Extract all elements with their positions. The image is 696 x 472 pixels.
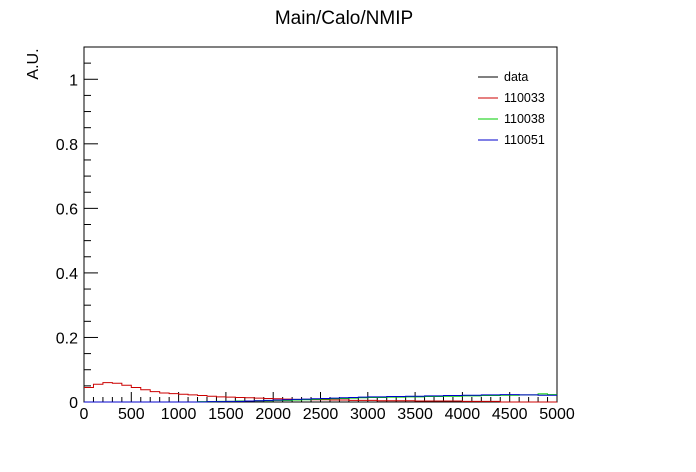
axis-ticks <box>83 46 558 403</box>
y-axis-label: A.U. <box>25 48 42 79</box>
x-tick-label: 500 <box>118 406 145 423</box>
x-tick-label: 1000 <box>161 406 197 423</box>
x-tick-label: 5000 <box>539 406 575 423</box>
plot-frame <box>83 46 558 403</box>
legend: data 110033 110038 110051 <box>478 70 545 147</box>
legend-label: 110051 <box>504 133 545 147</box>
chart-title: Main/Calo/NMIP <box>275 8 413 29</box>
x-tick-label: 4500 <box>492 406 528 423</box>
y-tick-label: 0.2 <box>56 330 78 347</box>
legend-label: 110033 <box>504 91 545 105</box>
x-tick-label: 3500 <box>397 406 433 423</box>
y-tick-label: 0.6 <box>56 201 78 218</box>
legend-label: 110038 <box>504 112 545 126</box>
y-tick-label: 0.8 <box>56 137 78 154</box>
legend-label: data <box>504 70 528 84</box>
tick-labels: 0 500 1000 1500 2000 2500 3000 3500 4000 4500 5000… <box>56 72 575 423</box>
x-tick-label: 4000 <box>445 406 481 423</box>
y-tick-label: 1 <box>69 72 78 89</box>
y-tick-label: 0.4 <box>56 266 78 283</box>
x-tick-label: 2500 <box>303 406 339 423</box>
x-tick-label: 3000 <box>350 406 386 423</box>
x-tick-label: 2000 <box>255 406 291 423</box>
y-tick-label: 0 <box>69 395 78 412</box>
series-line-110033 <box>84 382 557 403</box>
x-tick-label: 1500 <box>208 406 244 423</box>
series-line-110051 <box>84 394 557 403</box>
series-layer <box>84 382 557 403</box>
x-tick-label: 0 <box>80 406 89 423</box>
